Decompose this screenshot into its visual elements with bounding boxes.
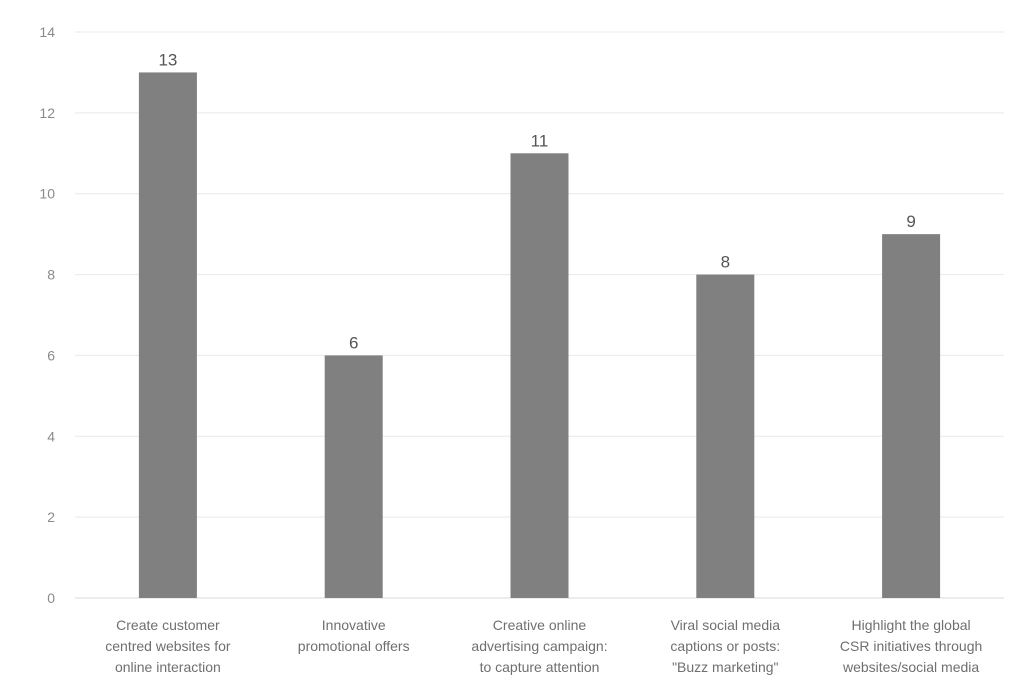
x-tick-label-line: online interaction <box>115 659 221 675</box>
x-tick-label: Highlight the global CSR initiatives thro… <box>840 617 982 675</box>
x-tick-label: Create customer centred websites for onlin… <box>105 617 231 675</box>
data-label: 13 <box>158 50 177 69</box>
y-tick-label: 0 <box>47 590 55 606</box>
data-labels: 13 6 11 8 9 <box>158 50 915 352</box>
y-tick-label: 12 <box>39 105 55 121</box>
x-tick-label-line: Viral social media <box>671 617 781 633</box>
y-tick-label: 2 <box>47 509 55 525</box>
data-label: 6 <box>349 333 358 352</box>
x-tick-label-line: Innovative <box>322 617 386 633</box>
x-tick-label-line: Create customer <box>116 617 220 633</box>
x-tick-label: Viral social media captions or posts: "Buz… <box>670 617 780 675</box>
y-tick-label: 6 <box>47 347 55 363</box>
bar <box>324 355 383 598</box>
y-tick-label: 14 <box>39 24 55 40</box>
bar <box>138 72 197 598</box>
bar <box>882 234 941 598</box>
bars <box>138 72 941 599</box>
x-tick-label-line: Creative online <box>493 617 587 633</box>
bar <box>510 153 569 599</box>
data-label: 11 <box>531 131 549 150</box>
x-tick-label-line: advertising campaign: <box>471 638 607 654</box>
x-tick-label-line: promotional offers <box>298 638 410 654</box>
data-label: 8 <box>721 253 730 272</box>
y-axis: 0 2 4 6 8 10 12 14 <box>39 24 55 606</box>
x-axis: Create customer centred websites for onlin… <box>105 617 982 675</box>
x-tick-label: Creative online advertising campaign: to c… <box>471 617 607 675</box>
y-tick-label: 8 <box>47 267 55 283</box>
x-tick-label: Innovative promotional offers <box>298 617 410 654</box>
x-tick-label-line: Highlight the global <box>852 617 971 633</box>
x-tick-label-line: centred websites for <box>105 638 231 654</box>
x-tick-label-line: CSR initiatives through <box>840 638 982 654</box>
data-label: 9 <box>906 212 915 231</box>
x-tick-label-line: websites/social media <box>842 659 979 675</box>
x-tick-label-line: to capture attention <box>480 659 600 675</box>
x-tick-label-line: "Buzz marketing" <box>672 659 778 675</box>
x-tick-label-line: captions or posts: <box>670 638 780 654</box>
y-tick-label: 4 <box>47 428 55 444</box>
bar <box>696 274 755 598</box>
y-tick-label: 10 <box>39 186 55 202</box>
